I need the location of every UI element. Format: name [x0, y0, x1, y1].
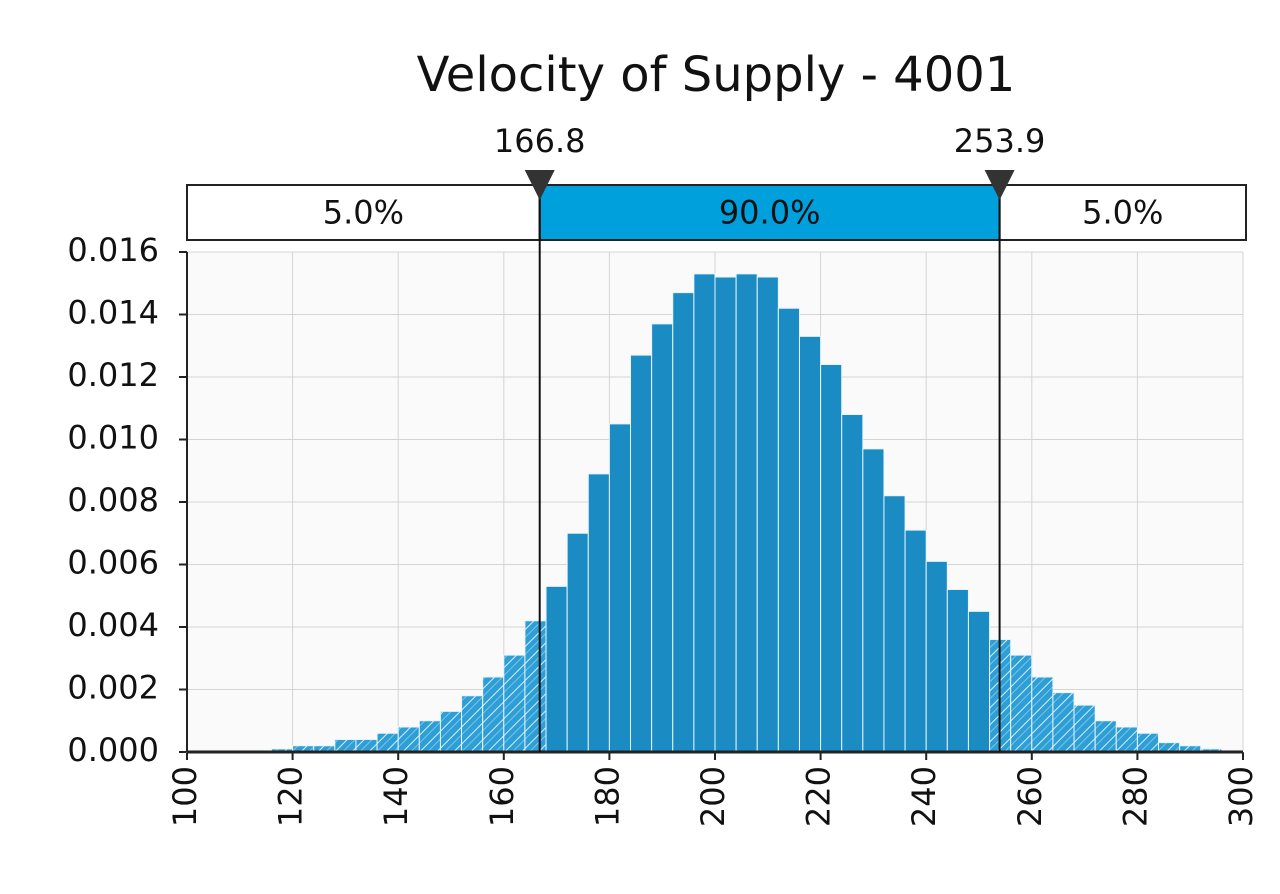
band-label: 90.0%	[719, 194, 821, 232]
x-tick-label: 180	[588, 766, 626, 827]
band-label: 5.0%	[1082, 194, 1163, 232]
x-tick-label: 120	[272, 766, 310, 827]
x-tick-label: 260	[1011, 766, 1049, 827]
bar	[883, 495, 906, 753]
bar	[1010, 654, 1033, 753]
bar	[693, 273, 716, 753]
marker-label: 253.9	[954, 122, 1046, 160]
bar	[418, 720, 441, 753]
bar	[1115, 726, 1138, 753]
bar	[651, 323, 674, 753]
bar	[334, 739, 357, 753]
y-tick-label: 0.006	[67, 544, 159, 582]
x-tick-label: 280	[1116, 766, 1154, 827]
bar	[630, 354, 653, 753]
y-tick-label: 0.010	[67, 419, 159, 457]
bar	[482, 676, 505, 753]
bar	[608, 423, 632, 753]
bar	[967, 610, 991, 753]
bar	[672, 292, 695, 753]
x-tick-label: 300	[1222, 766, 1260, 827]
bar	[397, 726, 420, 753]
bar	[1094, 720, 1117, 753]
bar	[545, 585, 568, 753]
y-tick-label: 0.008	[67, 481, 159, 519]
band-segment	[998, 184, 1247, 241]
bar	[904, 529, 927, 753]
x-tick-label: 200	[694, 766, 732, 827]
bar	[841, 414, 864, 753]
y-tick-label: 0.004	[67, 606, 159, 644]
y-tick-label: 0.016	[67, 231, 159, 269]
chart-title: Velocity of Supply - 4001	[417, 47, 1016, 103]
x-tick-label: 240	[905, 766, 943, 827]
marker-triangle	[984, 170, 1015, 200]
x-tick-label: 160	[483, 766, 521, 827]
bar	[503, 654, 526, 753]
bar	[1052, 692, 1075, 753]
bar	[587, 473, 610, 753]
x-tick-label: 140	[377, 766, 415, 827]
x-tick-label: 100	[166, 766, 204, 827]
bar	[355, 739, 378, 753]
y-tick-label: 0.014	[67, 294, 159, 332]
bar	[862, 448, 885, 753]
bar	[1073, 704, 1096, 753]
y-tick-label: 0.012	[67, 356, 159, 394]
bar	[566, 532, 589, 753]
bar	[1031, 676, 1054, 753]
bar	[1136, 732, 1160, 753]
marker-triangle	[524, 170, 555, 200]
bar	[439, 710, 463, 753]
y-tick-label: 0.002	[67, 669, 159, 707]
bar	[798, 335, 822, 753]
band-label: 5.0%	[323, 194, 404, 232]
bar	[777, 307, 800, 753]
bar	[946, 589, 969, 753]
bar	[461, 695, 484, 753]
bar	[714, 276, 737, 753]
band-segment	[186, 184, 541, 241]
bar	[925, 560, 948, 753]
y-tick-label: 0.000	[67, 731, 159, 769]
x-tick-label: 220	[800, 766, 838, 827]
marker-label: 166.8	[494, 122, 586, 160]
band-segment	[538, 184, 1001, 241]
bar	[735, 273, 758, 753]
bar	[756, 276, 779, 753]
bar	[820, 364, 843, 753]
bar	[524, 620, 547, 753]
bar	[376, 732, 399, 753]
